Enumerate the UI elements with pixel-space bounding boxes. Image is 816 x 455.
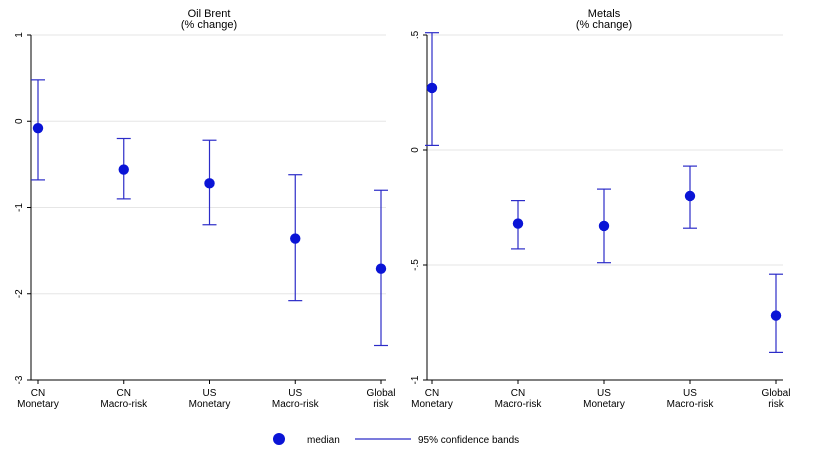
median-point (684, 190, 696, 202)
y-tick-label: -3 (14, 375, 25, 384)
median-point (32, 122, 44, 134)
legend-median-marker (273, 433, 285, 445)
x-tick-label: risk (768, 399, 785, 410)
x-tick-label: CN (511, 388, 525, 399)
x-tick-label: Macro-risk (495, 399, 543, 410)
chart-title: Oil Brent (188, 8, 231, 20)
y-tick-label: 1 (14, 32, 25, 38)
x-tick-label: Monetary (189, 399, 231, 410)
x-tick-label: Macro-risk (667, 399, 715, 410)
panel-metals: Metals(% change).50-.5-1CNMonetaryCNMacr… (410, 8, 790, 410)
y-tick-label: .5 (410, 30, 421, 39)
median-point (290, 233, 301, 244)
x-tick-label: CN (425, 388, 439, 399)
legend-median-label: median (307, 435, 340, 446)
median-point (426, 82, 438, 94)
median-point (512, 218, 524, 229)
median-point (118, 164, 129, 175)
x-tick-label: US (288, 388, 302, 399)
x-tick-label: Monetary (583, 399, 625, 410)
x-tick-label: Global (367, 388, 396, 399)
chart-subtitle: (% change) (576, 19, 632, 31)
median-point (770, 310, 782, 321)
x-tick-label: Macro-risk (272, 399, 320, 410)
y-tick-label: -.5 (410, 259, 421, 271)
x-tick-label: US (683, 388, 697, 399)
chart-title: Metals (588, 8, 621, 20)
legend-ci-label: 95% confidence bands (418, 435, 519, 446)
x-tick-label: CN (117, 388, 131, 399)
median-point (204, 178, 215, 189)
x-tick-label: CN (31, 388, 45, 399)
median-point (598, 220, 610, 232)
y-tick-label: -1 (14, 203, 25, 212)
median-point (375, 263, 387, 274)
x-tick-label: Macro-risk (100, 399, 148, 410)
x-tick-label: Monetary (411, 399, 453, 410)
panel-oil-brent: Oil Brent(% change)10-1-2-3CNMonetaryCNM… (14, 8, 395, 410)
y-tick-label: 0 (14, 118, 25, 124)
y-tick-label: -2 (14, 289, 25, 298)
x-tick-label: Global (762, 388, 791, 399)
y-tick-label: -1 (410, 375, 421, 384)
x-tick-label: risk (373, 399, 390, 410)
legend: median 95% confidence bands (273, 433, 519, 446)
x-tick-label: US (597, 388, 611, 399)
chart-subtitle: (% change) (181, 19, 237, 31)
x-tick-label: Monetary (17, 399, 59, 410)
y-tick-label: 0 (410, 147, 421, 153)
x-tick-label: US (203, 388, 217, 399)
